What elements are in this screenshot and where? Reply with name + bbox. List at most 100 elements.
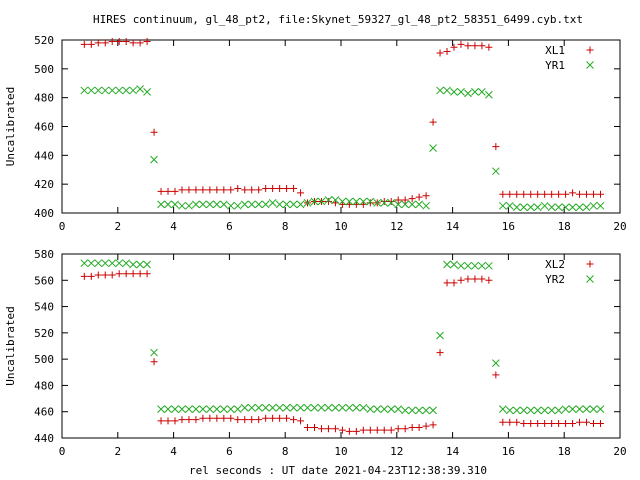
data-point	[415, 406, 423, 415]
data-point	[422, 201, 430, 210]
x-tick-label: 14	[446, 220, 460, 233]
legend-label: XL1	[545, 44, 565, 57]
x-tick-label: 10	[334, 220, 347, 233]
data-point	[408, 406, 416, 415]
data-point	[171, 417, 179, 425]
data-point	[436, 349, 444, 357]
data-point	[359, 197, 368, 206]
data-point	[338, 197, 347, 206]
data-point	[108, 86, 117, 95]
x-tick-label: 4	[170, 220, 177, 233]
data-point	[505, 406, 514, 415]
data-point	[255, 416, 263, 424]
x-axis-label: rel seconds : UT date 2021-04-23T12:38:3…	[189, 464, 487, 477]
data-point	[492, 371, 500, 379]
data-point	[178, 201, 186, 210]
data-point	[471, 42, 479, 50]
data-point	[478, 261, 486, 270]
data-point	[164, 417, 172, 425]
data-point	[178, 416, 186, 424]
data-point	[283, 414, 291, 422]
data-point	[122, 37, 130, 45]
data-point	[143, 260, 151, 269]
data-point	[464, 275, 472, 283]
data-point	[178, 405, 186, 413]
data-point	[429, 406, 437, 415]
data-point	[87, 86, 96, 95]
data-point	[206, 405, 214, 413]
x-tick-label: 2	[114, 220, 121, 233]
data-point	[248, 186, 256, 194]
data-point	[534, 190, 542, 198]
data-point	[443, 86, 451, 95]
data-point	[352, 197, 361, 206]
data-point	[505, 201, 514, 210]
data-point	[373, 199, 382, 207]
data-point	[464, 89, 472, 98]
x-tick-label: 20	[613, 445, 626, 458]
data-point	[443, 279, 451, 287]
data-point	[540, 201, 549, 210]
y-tick-label: 520	[34, 34, 54, 47]
data-point	[254, 200, 263, 209]
data-point	[541, 420, 549, 428]
data-point	[499, 418, 507, 426]
data-point	[171, 200, 179, 209]
data-point	[108, 259, 117, 268]
data-point	[568, 405, 577, 413]
data-point	[254, 403, 263, 412]
data-point	[338, 426, 346, 434]
data-point	[359, 426, 367, 434]
y-tick-label: 500	[34, 63, 54, 76]
data-point	[247, 200, 256, 209]
x-tick-label: 12	[390, 445, 403, 458]
data-point	[534, 420, 542, 428]
data-point	[150, 358, 158, 366]
data-point	[554, 406, 563, 415]
data-point	[366, 197, 375, 206]
data-point	[380, 405, 389, 413]
data-point	[282, 200, 291, 209]
data-point	[387, 197, 395, 205]
data-point	[192, 186, 200, 194]
data-point	[157, 405, 165, 413]
data-point	[527, 190, 535, 198]
data-point	[101, 86, 110, 95]
data-point	[233, 201, 242, 210]
data-point	[289, 200, 298, 209]
data-point	[408, 423, 416, 431]
data-point	[269, 184, 277, 192]
data-point	[401, 425, 409, 433]
data-point	[115, 37, 123, 45]
data-point	[150, 348, 158, 357]
data-point	[478, 275, 486, 283]
data-point	[115, 259, 124, 268]
data-point	[87, 40, 95, 48]
x-tick-label: 10	[334, 445, 347, 458]
data-point	[143, 270, 151, 278]
data-point	[261, 200, 270, 209]
y-axis-label: Uncalibrated	[4, 306, 17, 385]
data-point	[345, 427, 353, 435]
data-point	[555, 420, 563, 428]
data-point	[199, 405, 207, 413]
data-point	[115, 270, 123, 278]
legend-marker	[586, 275, 594, 283]
data-point	[185, 201, 193, 210]
data-point	[401, 406, 410, 415]
data-point	[513, 418, 521, 426]
data-point	[283, 184, 291, 192]
data-point	[136, 85, 144, 93]
top-panel: 0 2 4 6 8 10 12 14 16 18 20 400 420 440 460 480 500 520 Un…	[4, 34, 627, 233]
data-point	[199, 414, 207, 422]
data-point	[422, 192, 430, 200]
data-point	[290, 184, 298, 192]
data-point	[324, 403, 333, 412]
data-point	[394, 405, 403, 413]
data-point	[575, 203, 584, 212]
data-point	[233, 405, 242, 413]
data-point	[380, 199, 389, 207]
legend-label: YR2	[545, 273, 565, 286]
data-point	[122, 270, 130, 278]
data-point	[575, 405, 584, 413]
